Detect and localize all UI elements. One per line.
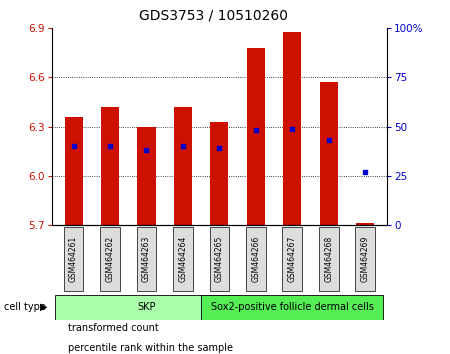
Bar <box>101 107 119 225</box>
Bar <box>64 117 83 225</box>
Bar <box>174 107 192 225</box>
Text: SKP: SKP <box>137 302 156 312</box>
Text: ▶: ▶ <box>40 302 47 312</box>
Text: GDS3753 / 10510260: GDS3753 / 10510260 <box>139 9 288 23</box>
Text: GSM464263: GSM464263 <box>142 236 151 282</box>
Bar <box>137 127 156 225</box>
FancyBboxPatch shape <box>201 295 383 320</box>
Text: GSM464262: GSM464262 <box>106 236 115 282</box>
Text: GSM464266: GSM464266 <box>251 236 260 282</box>
Text: GSM464269: GSM464269 <box>360 236 369 282</box>
FancyBboxPatch shape <box>356 227 375 291</box>
Text: percentile rank within the sample: percentile rank within the sample <box>68 343 233 353</box>
FancyBboxPatch shape <box>55 295 238 320</box>
Text: GSM464265: GSM464265 <box>215 236 224 282</box>
FancyBboxPatch shape <box>137 227 156 291</box>
FancyBboxPatch shape <box>210 227 229 291</box>
Text: GSM464267: GSM464267 <box>288 236 297 282</box>
FancyBboxPatch shape <box>319 227 338 291</box>
FancyBboxPatch shape <box>246 227 266 291</box>
Bar <box>210 122 229 225</box>
Bar <box>247 48 265 225</box>
Text: GSM464268: GSM464268 <box>324 236 333 282</box>
FancyBboxPatch shape <box>283 227 302 291</box>
Bar <box>356 223 374 225</box>
Text: transformed count: transformed count <box>68 323 158 333</box>
FancyBboxPatch shape <box>64 227 83 291</box>
Text: Sox2-positive follicle dermal cells: Sox2-positive follicle dermal cells <box>211 302 374 312</box>
FancyBboxPatch shape <box>173 227 193 291</box>
Text: GSM464264: GSM464264 <box>179 236 188 282</box>
Bar <box>283 32 302 225</box>
Text: GSM464261: GSM464261 <box>69 236 78 282</box>
FancyBboxPatch shape <box>100 227 120 291</box>
Text: cell type: cell type <box>4 302 46 312</box>
Bar <box>320 82 338 225</box>
